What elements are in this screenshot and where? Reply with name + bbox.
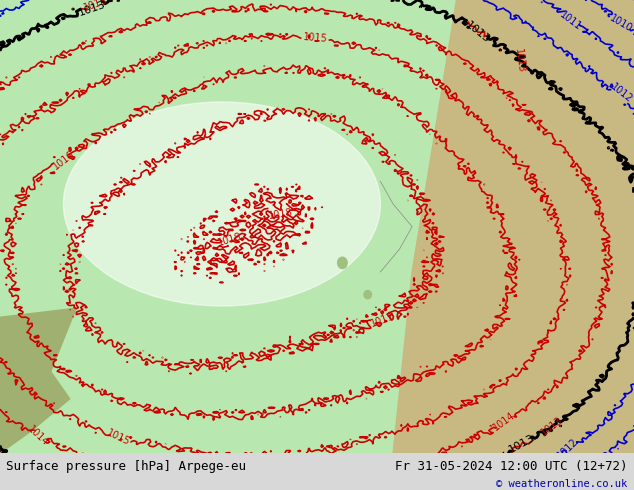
Bar — [495, 0, 634, 453]
Polygon shape — [0, 308, 76, 453]
Text: 1017: 1017 — [369, 311, 396, 328]
Text: 1016: 1016 — [51, 148, 77, 171]
Ellipse shape — [364, 291, 372, 299]
Text: 1014: 1014 — [491, 410, 517, 433]
Text: 1011: 1011 — [557, 10, 583, 33]
Text: Surface pressure [hPa] Arpege-eu: Surface pressure [hPa] Arpege-eu — [6, 460, 247, 473]
Text: 1013: 1013 — [540, 415, 565, 437]
Text: 1010: 1010 — [608, 13, 634, 34]
Ellipse shape — [337, 257, 347, 269]
Text: 1018: 1018 — [268, 208, 294, 221]
Text: 1013: 1013 — [82, 0, 108, 13]
Text: 1013: 1013 — [507, 433, 536, 455]
Text: 1013: 1013 — [513, 48, 526, 73]
Text: 1014: 1014 — [26, 424, 51, 448]
Text: 1012: 1012 — [609, 82, 634, 105]
Text: Fr 31-05-2024 12:00 UTC (12+72): Fr 31-05-2024 12:00 UTC (12+72) — [395, 460, 628, 473]
Text: © weatheronline.co.uk: © weatheronline.co.uk — [496, 480, 628, 490]
Ellipse shape — [63, 102, 380, 306]
Text: 1015: 1015 — [105, 428, 131, 447]
Polygon shape — [393, 0, 634, 453]
Text: 1013: 1013 — [463, 19, 491, 45]
Text: 1018: 1018 — [217, 231, 243, 247]
Text: 1013: 1013 — [77, 0, 107, 18]
Bar — [0, 0, 495, 453]
Text: 1015: 1015 — [302, 32, 328, 44]
Text: 1012: 1012 — [555, 437, 580, 461]
